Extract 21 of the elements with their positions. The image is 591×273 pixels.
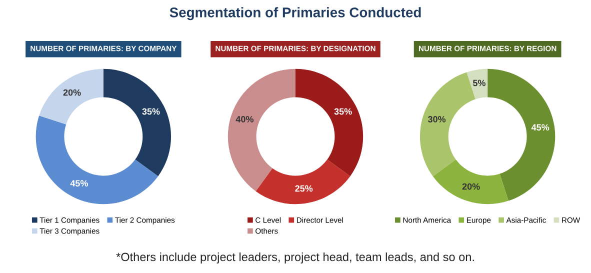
data-label: 35% xyxy=(334,108,352,115)
data-label: 35% xyxy=(142,108,160,115)
donut-slice xyxy=(296,68,364,176)
data-label: 20% xyxy=(462,183,480,190)
data-label: 45% xyxy=(70,180,88,187)
donut-slice xyxy=(488,68,556,201)
donut-slice xyxy=(432,160,508,204)
text: *Others include project leaders, project head, team leads, and so on. xyxy=(116,252,474,264)
data-label: 30% xyxy=(428,116,446,122)
donut-slice xyxy=(39,68,104,124)
donut-slice xyxy=(103,68,172,176)
data-label: 40% xyxy=(236,116,254,122)
text: Segmentation of Primaries Conducted xyxy=(170,7,421,20)
data-label: 25% xyxy=(295,185,313,192)
data-label: 20% xyxy=(63,89,81,96)
donut-slice xyxy=(466,68,488,100)
data-label: 45% xyxy=(531,124,550,131)
donut-slice xyxy=(36,116,158,204)
donut-slice xyxy=(256,160,350,204)
data-label: 5% xyxy=(472,80,486,86)
donut-slice xyxy=(228,68,296,192)
